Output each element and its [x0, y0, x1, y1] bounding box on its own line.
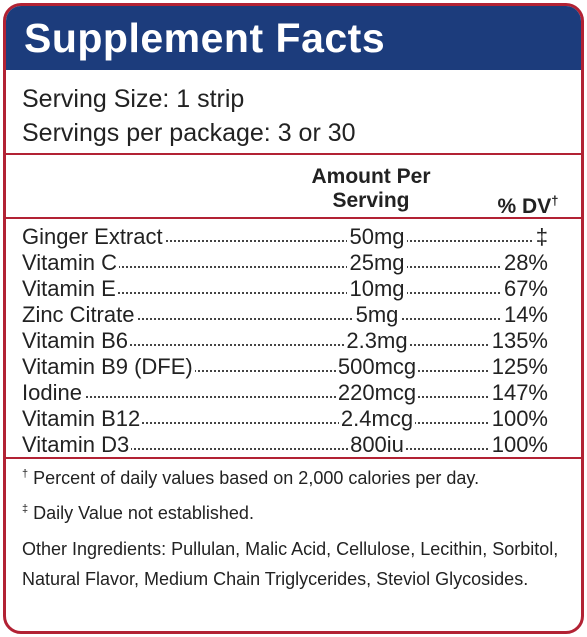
footnote-dagger: † Percent of daily values based on 2,000… [22, 461, 565, 491]
nutrient-amount-cell: 220mcg [272, 380, 482, 406]
dot-leader [22, 240, 548, 242]
nutrient-amount-cell: 500mcg [272, 354, 482, 380]
nutrient-table: Ginger Extract 50mg ‡ Vitamin C 25mg 28% Vitam… [22, 224, 548, 458]
divider-top [6, 153, 581, 155]
dv-header-mark: † [551, 193, 559, 208]
nutrient-name: Vitamin D3 [22, 432, 132, 458]
nutrient-dv: 67% [501, 276, 548, 302]
nutrient-dv: 135% [489, 328, 548, 354]
nutrient-row: Iodine 220mcg 147% [22, 380, 548, 406]
dot-leader [22, 422, 548, 424]
nutrient-amount-cell: 10mg [272, 276, 482, 302]
ddagger-text: Daily Value not established. [33, 503, 254, 523]
nutrient-amount: 25mg [347, 250, 407, 275]
footnote-ddagger: ‡ Daily Value not established. [22, 496, 565, 526]
dot-leader [22, 266, 548, 268]
nutrient-amount-cell: 25mg [272, 250, 482, 276]
title-bar: Supplement Facts [6, 6, 581, 70]
nutrient-name: Zinc Citrate [22, 302, 137, 328]
amount-header: Amount Per Serving [266, 165, 476, 213]
dv-header-label: % DV [497, 195, 552, 218]
nutrient-name: Vitamin C [22, 250, 119, 276]
nutrient-row: Zinc Citrate 5mg 14% [22, 302, 548, 328]
dot-leader [22, 318, 548, 320]
nutrient-row: Vitamin C 25mg 28% [22, 250, 548, 276]
nutrient-name: Iodine [22, 380, 84, 406]
nutrient-dv: 14% [501, 302, 548, 328]
nutrient-amount: 220mcg [335, 380, 419, 405]
nutrient-amount-cell: 2.4mcg [272, 406, 482, 432]
nutrient-name: Ginger Extract [22, 224, 165, 250]
nutrient-row: Ginger Extract 50mg ‡ [22, 224, 548, 250]
nutrient-dv: ‡ [533, 224, 548, 250]
amount-header-line1: Amount Per [311, 165, 431, 188]
nutrient-dv: 100% [489, 406, 548, 432]
nutrient-name: Vitamin B12 [22, 406, 143, 432]
dot-leader [22, 396, 548, 398]
dagger-mark: † [22, 468, 29, 480]
nutrient-row: Vitamin B12 2.4mcg 100% [22, 406, 548, 432]
dot-leader [22, 370, 548, 372]
nutrient-amount-cell: 5mg [272, 302, 482, 328]
dagger-text: Percent of daily values based on 2,000 c… [33, 468, 480, 488]
nutrient-amount-cell: 50mg [272, 224, 482, 250]
nutrient-amount: 2.4mcg [338, 406, 416, 431]
nutrient-amount: 800iu [348, 432, 406, 457]
nutrient-name: Vitamin B9 (DFE) [22, 354, 195, 380]
dot-leader [22, 448, 548, 450]
nutrient-amount: 50mg [347, 224, 407, 249]
nutrient-dv: 125% [489, 354, 548, 380]
dot-leader [22, 344, 548, 346]
nutrient-amount-cell: 2.3mg [272, 328, 482, 354]
nutrient-dv: 100% [489, 432, 548, 458]
nutrient-row: Vitamin D3 800iu 100% [22, 432, 548, 458]
nutrient-row: Vitamin B9 (DFE) 500mcg 125% [22, 354, 548, 380]
nutrient-dv: 147% [489, 380, 548, 406]
column-headers: Amount Per Serving % DV† [6, 163, 581, 218]
nutrient-name: Vitamin E [22, 276, 118, 302]
nutrient-amount: 10mg [347, 276, 407, 301]
nutrient-row: Vitamin B6 2.3mg 135% [22, 328, 548, 354]
divider-bottom [6, 457, 581, 459]
ddagger-mark: ‡ [22, 503, 29, 515]
dv-header: % DV† [480, 189, 576, 219]
supplement-facts-panel: Supplement Facts Serving Size: 1 strip S… [3, 3, 584, 634]
nutrient-amount: 2.3mg [344, 328, 410, 353]
amount-header-line2: Serving [332, 189, 410, 212]
other-ingredients: Other Ingredients: Pullulan, Malic Acid,… [22, 539, 559, 589]
nutrient-amount-cell: 800iu [272, 432, 482, 458]
nutrient-name: Vitamin B6 [22, 328, 130, 354]
panel-title: Supplement Facts [24, 14, 386, 61]
dot-leader [22, 292, 548, 294]
servings-per-package: Servings per package: 3 or 30 [22, 119, 356, 147]
nutrient-row: Vitamin E 10mg 67% [22, 276, 548, 302]
nutrient-amount: 5mg [353, 302, 401, 327]
serving-info: Serving Size: 1 strip Servings per packa… [6, 70, 581, 150]
divider-header [6, 217, 581, 219]
serving-size: Serving Size: 1 strip [22, 85, 245, 113]
nutrient-dv: 28% [501, 250, 548, 276]
nutrient-amount: 500mcg [335, 354, 419, 379]
